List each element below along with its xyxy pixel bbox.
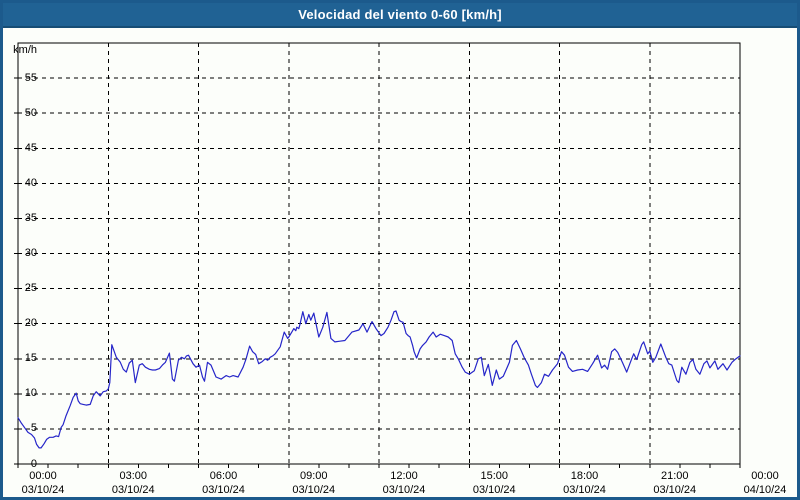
- x-tick-date: 03/10/24: [563, 484, 606, 496]
- x-tick-date: 03/10/24: [382, 484, 426, 496]
- y-tick-label: 10: [24, 387, 37, 400]
- x-tick-label: 18:00 03/10/24: [563, 469, 606, 497]
- x-tick-time: 00:00: [29, 470, 57, 482]
- y-tick-label: 30: [24, 247, 37, 259]
- x-tick-label: 09:00 03/10/24: [292, 469, 335, 497]
- x-tick-label: 15:00 03/10/24: [473, 469, 516, 497]
- x-tick-date: 03/10/24: [292, 484, 336, 496]
- x-tick-date: 03/10/24: [111, 484, 155, 496]
- x-tick-label: 03:00 03/10/24: [112, 469, 155, 497]
- x-tick-label: 00:00 04/10/24: [744, 469, 787, 497]
- chart-area: km/h 0 5 10 15 20 25 30 35 40 45 50 55 00:00 03/10/24 0…: [3, 28, 797, 497]
- y-tick-label: 50: [24, 106, 37, 119]
- x-tick-date: 04/10/24: [743, 484, 787, 496]
- wind-speed-line: [17, 310, 741, 449]
- x-tick-time: 21:00: [660, 470, 689, 482]
- x-tick-date: 03/10/24: [21, 484, 65, 496]
- y-tick-label: 25: [24, 282, 37, 295]
- wind-speed-chart: [14, 42, 741, 468]
- y-tick-label: 0: [30, 457, 37, 470]
- title-bar: Velocidad del viento 0-60 [km/h]: [3, 3, 797, 28]
- x-tick-time: 09:00: [299, 470, 328, 482]
- x-tick-time: 06:00: [209, 470, 238, 482]
- x-tick-time: 15:00: [480, 470, 509, 482]
- y-tick-label: 15: [24, 352, 37, 365]
- y-tick-label: 55: [24, 71, 37, 84]
- y-tick-label: 5: [30, 422, 37, 435]
- y-axis-unit-label: km/h: [13, 44, 37, 56]
- x-tick-label: 06:00 03/10/24: [202, 469, 245, 497]
- x-tick-time: 18:00: [570, 470, 599, 482]
- page-title: Velocidad del viento 0-60 [km/h]: [298, 7, 502, 22]
- x-tick-date: 03/10/24: [472, 484, 516, 496]
- x-tick-time: 03:00: [119, 470, 148, 482]
- x-tick-label: 12:00 03/10/24: [383, 469, 426, 497]
- y-tick-label: 20: [24, 317, 37, 330]
- x-tick-date: 03/10/24: [202, 484, 245, 496]
- x-tick-date: 03/10/24: [653, 484, 697, 496]
- x-tick-label: 21:00 03/10/24: [653, 469, 696, 497]
- x-tick-time: 00:00: [751, 470, 779, 482]
- x-tick-time: 12:00: [390, 470, 418, 482]
- y-tick-label: 40: [24, 176, 37, 189]
- y-tick-label: 45: [24, 141, 37, 154]
- x-tick-label: 00:00 03/10/24: [22, 469, 65, 497]
- y-tick-label: 35: [24, 211, 37, 224]
